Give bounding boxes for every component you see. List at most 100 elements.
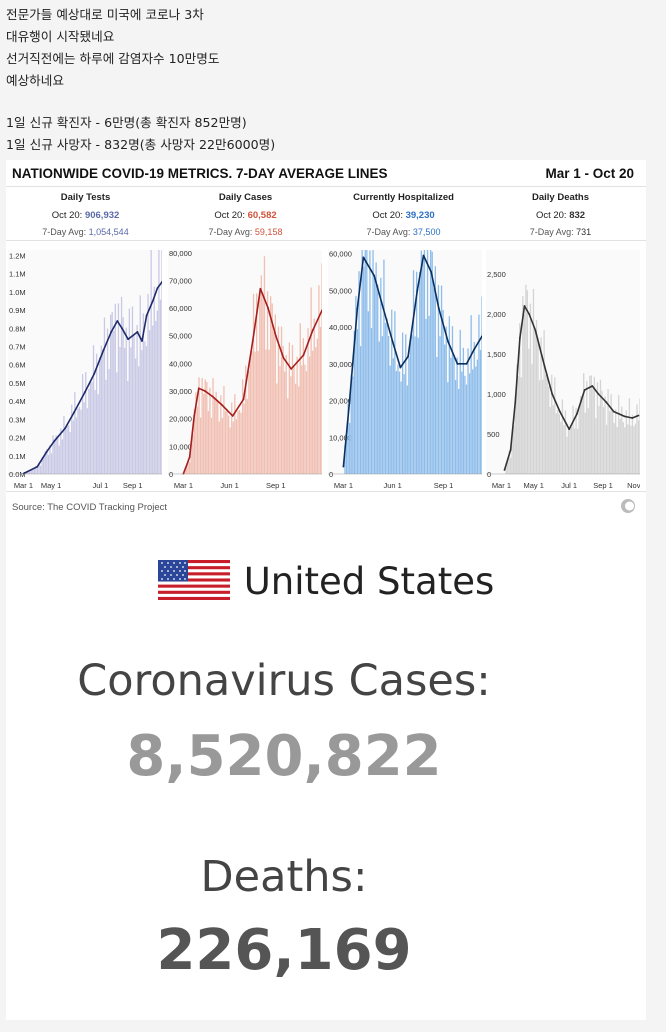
- daily-bar: [215, 391, 217, 474]
- daily-bar: [71, 404, 73, 474]
- daily-bar: [513, 425, 515, 474]
- daily-bar: [412, 270, 415, 474]
- daily-bar: [43, 457, 45, 474]
- y-tick-label: 0.3M: [9, 415, 26, 424]
- daily-bar: [105, 379, 107, 474]
- daily-deaths-chart: 0 500 1,000 1,500 2,000 2,500 Mar 1 May 1 Jul 1 S…: [486, 250, 640, 490]
- daily-bar: [419, 271, 421, 474]
- daily-bar: [581, 396, 583, 474]
- daily-bar: [516, 364, 518, 474]
- daily-bar: [461, 371, 463, 474]
- avg-point: [45, 451, 48, 454]
- avg-point: [193, 415, 196, 417]
- daily-bar: [411, 334, 413, 474]
- avg-point: [121, 327, 123, 330]
- avg-point: [356, 307, 359, 310]
- daily-bar: [532, 288, 535, 474]
- daily-bar: [158, 250, 160, 474]
- y-tick-label: 80,000: [169, 249, 192, 258]
- metric-value-line: Oct 20: 60,582: [168, 210, 323, 221]
- y-tick-label: 0.2M: [9, 434, 26, 443]
- daily-bar: [610, 394, 612, 474]
- daily-bar: [425, 319, 427, 474]
- avg-line: [503, 305, 639, 471]
- hospitalized-chart: 0 10,000 20,000 30,000 40,000 50,000 60,000 Mar…: [328, 250, 482, 490]
- daily-bar: [537, 338, 539, 474]
- daily-bar: [420, 250, 422, 474]
- daily-bar: [207, 411, 210, 474]
- daily-bar: [633, 426, 635, 474]
- daily-bar: [440, 285, 443, 474]
- daily-bar: [517, 376, 519, 474]
- post-line: 예상하네요: [6, 73, 64, 88]
- daily-bar: [312, 350, 314, 474]
- daily-bar: [381, 336, 384, 474]
- daily-bar: [313, 318, 315, 474]
- avg-point: [481, 335, 482, 338]
- post-line: 1일 신규 확진자 - 6만명(총 확진자 852만명): [6, 115, 247, 130]
- country-heading: United States: [6, 558, 646, 603]
- daily-bar: [398, 371, 401, 474]
- avg-point: [430, 271, 433, 273]
- daily-bar: [380, 277, 382, 474]
- avg-point: [221, 403, 223, 406]
- y-tick-label: 0.4M: [9, 397, 26, 406]
- daily-bar: [155, 320, 157, 474]
- daily-bar: [190, 440, 192, 474]
- daily-bar: [636, 404, 638, 474]
- avg-point: [551, 393, 554, 395]
- daily-bar: [397, 364, 399, 474]
- daily-bar: [237, 411, 239, 474]
- avg-point: [110, 331, 113, 333]
- daily-bar: [403, 374, 405, 474]
- daily-bar: [508, 450, 510, 474]
- daily-bar: [299, 323, 301, 474]
- daily-bar: [75, 417, 78, 474]
- avg-point: [465, 362, 468, 365]
- daily-bar: [611, 410, 614, 474]
- daily-bar: [302, 338, 305, 474]
- y-tick-label: 2,000: [487, 310, 506, 319]
- avg-point: [416, 289, 419, 292]
- daily-bar: [428, 315, 430, 474]
- daily-bar: [462, 347, 465, 474]
- daily-bar: [534, 329, 536, 474]
- daily-bar: [47, 454, 50, 474]
- x-tick-label: Sep 1: [593, 481, 613, 490]
- metric-title: Daily Deaths: [531, 192, 590, 203]
- avg-point: [64, 427, 66, 430]
- daily-bar: [358, 271, 360, 474]
- daily-bar: [602, 407, 605, 474]
- daily-bar: [235, 419, 238, 474]
- daily-bar: [522, 296, 524, 474]
- covid-tracking-logo-icon: [621, 499, 635, 513]
- daily-bar: [136, 325, 138, 474]
- daily-bar: [549, 406, 551, 474]
- daily-bar: [64, 429, 67, 474]
- daily-bar: [88, 388, 90, 474]
- avg-point: [53, 440, 56, 443]
- daily-bar: [60, 428, 62, 474]
- avg-point: [437, 307, 440, 310]
- daily-bar: [134, 358, 137, 474]
- daily-bar: [100, 345, 102, 474]
- metric-avg-line: 7-Day Avg: 1,054,544: [8, 227, 163, 237]
- daily-bar: [570, 426, 573, 474]
- avg-point: [156, 287, 159, 290]
- daily-bar: [108, 369, 110, 474]
- avg-point: [623, 415, 626, 418]
- daily-bar: [310, 287, 312, 474]
- daily-bar: [229, 427, 231, 474]
- daily-bar: [145, 346, 148, 474]
- avg-point: [302, 354, 305, 356]
- daily-bar: [639, 398, 640, 474]
- daily-bar: [567, 430, 570, 474]
- y-tick-label: 0.9M: [9, 306, 26, 315]
- daily-bar: [265, 349, 267, 474]
- x-tick-label: Mar 1: [14, 481, 33, 490]
- daily-bar: [39, 465, 42, 474]
- daily-bar: [291, 344, 294, 474]
- daily-bar: [114, 303, 116, 474]
- daily-bar: [232, 421, 234, 474]
- daily-bar: [576, 428, 579, 474]
